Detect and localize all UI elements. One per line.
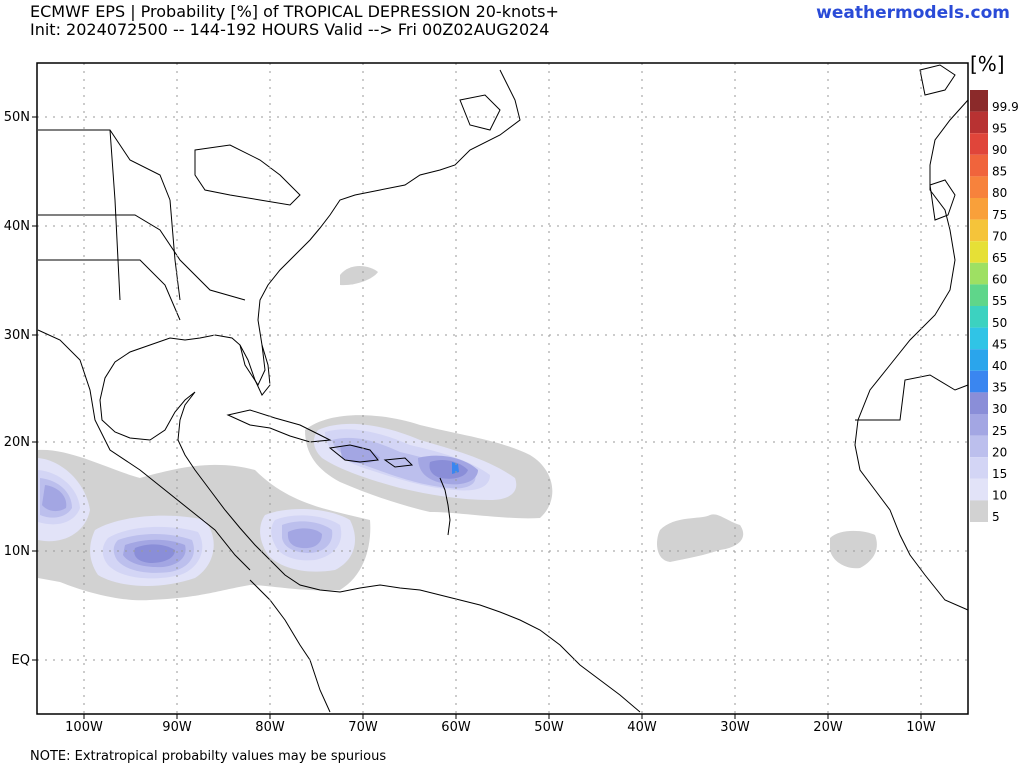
lon-label: 100W xyxy=(65,720,103,735)
colorbar-swatch xyxy=(970,90,988,112)
lon-label: 30W xyxy=(720,720,750,735)
lat-label: 50N xyxy=(4,110,30,125)
colorbar-label: 90 xyxy=(992,143,1007,157)
lat-label: 10N xyxy=(4,544,30,559)
lat-label: 20N xyxy=(4,435,30,450)
lat-label: 30N xyxy=(4,328,30,343)
colorbar-swatch xyxy=(970,435,988,458)
latitude-labels: 50N 40N 30N 20N 10N EQ xyxy=(4,110,30,668)
site-link[interactable]: weathermodels.com xyxy=(816,3,1010,23)
colorbar-swatch xyxy=(970,457,988,479)
colorbar-swatch xyxy=(970,176,988,198)
longitude-labels: 100W 90W 80W 70W 60W 50W 40W 30W 20W 10W xyxy=(65,720,936,735)
colorbar-swatch xyxy=(970,327,988,350)
colorbar-swatch xyxy=(970,262,988,285)
colorbar-swatch xyxy=(970,198,988,220)
colorbar-label: 15 xyxy=(992,467,1007,481)
colorbar-label: 5 xyxy=(992,510,1000,524)
colorbar-label: 85 xyxy=(992,165,1007,179)
colorbar-swatch xyxy=(970,241,988,263)
colorbar-swatch xyxy=(970,284,988,306)
lon-label: 80W xyxy=(255,720,285,735)
lon-label: 40W xyxy=(627,720,657,735)
title-line-2: Init: 2024072500 -- 144-192 HOURS Valid … xyxy=(30,20,550,39)
title-line-1: ECMWF EPS | Probability [%] of TROPICAL … xyxy=(30,2,559,21)
footer-note: NOTE: Extratropical probabilty values ma… xyxy=(30,749,387,764)
colorbar-label: 10 xyxy=(992,489,1007,503)
map-frame xyxy=(36,62,969,715)
colorbar-swatch xyxy=(970,370,988,393)
colorbar-swatch xyxy=(970,500,988,522)
coastlines xyxy=(37,64,969,713)
colorbar-swatch xyxy=(970,478,988,501)
colorbar-swatch xyxy=(970,219,988,242)
colorbar-label: 65 xyxy=(992,251,1007,265)
colorbar-label: 99.9 xyxy=(992,100,1019,114)
lon-label: 50W xyxy=(534,720,564,735)
colorbar-label: 30 xyxy=(992,402,1007,416)
colorbar-label: 60 xyxy=(992,273,1007,287)
colorbar-swatch xyxy=(970,306,988,328)
probability-shading xyxy=(38,266,877,601)
colorbar-label: 25 xyxy=(992,424,1007,438)
lon-label: 20W xyxy=(813,720,843,735)
colorbar-label: 50 xyxy=(992,316,1007,330)
lon-label: 60W xyxy=(441,720,471,735)
colorbar-label: 35 xyxy=(992,381,1007,395)
colorbar-label: 20 xyxy=(992,445,1007,459)
colorbar-label: 70 xyxy=(992,229,1007,243)
colorbar-swatch xyxy=(970,111,988,134)
colorbar-label: 55 xyxy=(992,294,1007,308)
colorbar-swatch xyxy=(970,414,988,436)
lon-label: 90W xyxy=(162,720,192,735)
colorbar-unit: [%] xyxy=(970,52,1005,76)
colorbar-label: 45 xyxy=(992,337,1007,351)
colorbar-swatch xyxy=(970,154,988,177)
lon-label: 70W xyxy=(348,720,378,735)
colorbar-swatch xyxy=(970,392,988,414)
colorbar-label: 80 xyxy=(992,186,1007,200)
map-title: ECMWF EPS | Probability [%] of TROPICAL … xyxy=(30,3,559,39)
colorbar-swatch xyxy=(970,349,988,371)
colorbar-swatch xyxy=(970,133,988,155)
colorbar-label: 95 xyxy=(992,121,1007,135)
gridlines xyxy=(37,63,968,714)
axis-ticks xyxy=(32,116,922,719)
lon-label: 10W xyxy=(906,720,936,735)
lat-label: 40N xyxy=(4,219,30,234)
lat-label: EQ xyxy=(12,653,30,668)
colorbar-label: 75 xyxy=(992,208,1007,222)
colorbar: 99.9 95 90 85 80 75 70 65 60 55 50 45 40 35 30 25 20 15 10… xyxy=(970,90,1019,524)
colorbar-label: 40 xyxy=(992,359,1007,373)
